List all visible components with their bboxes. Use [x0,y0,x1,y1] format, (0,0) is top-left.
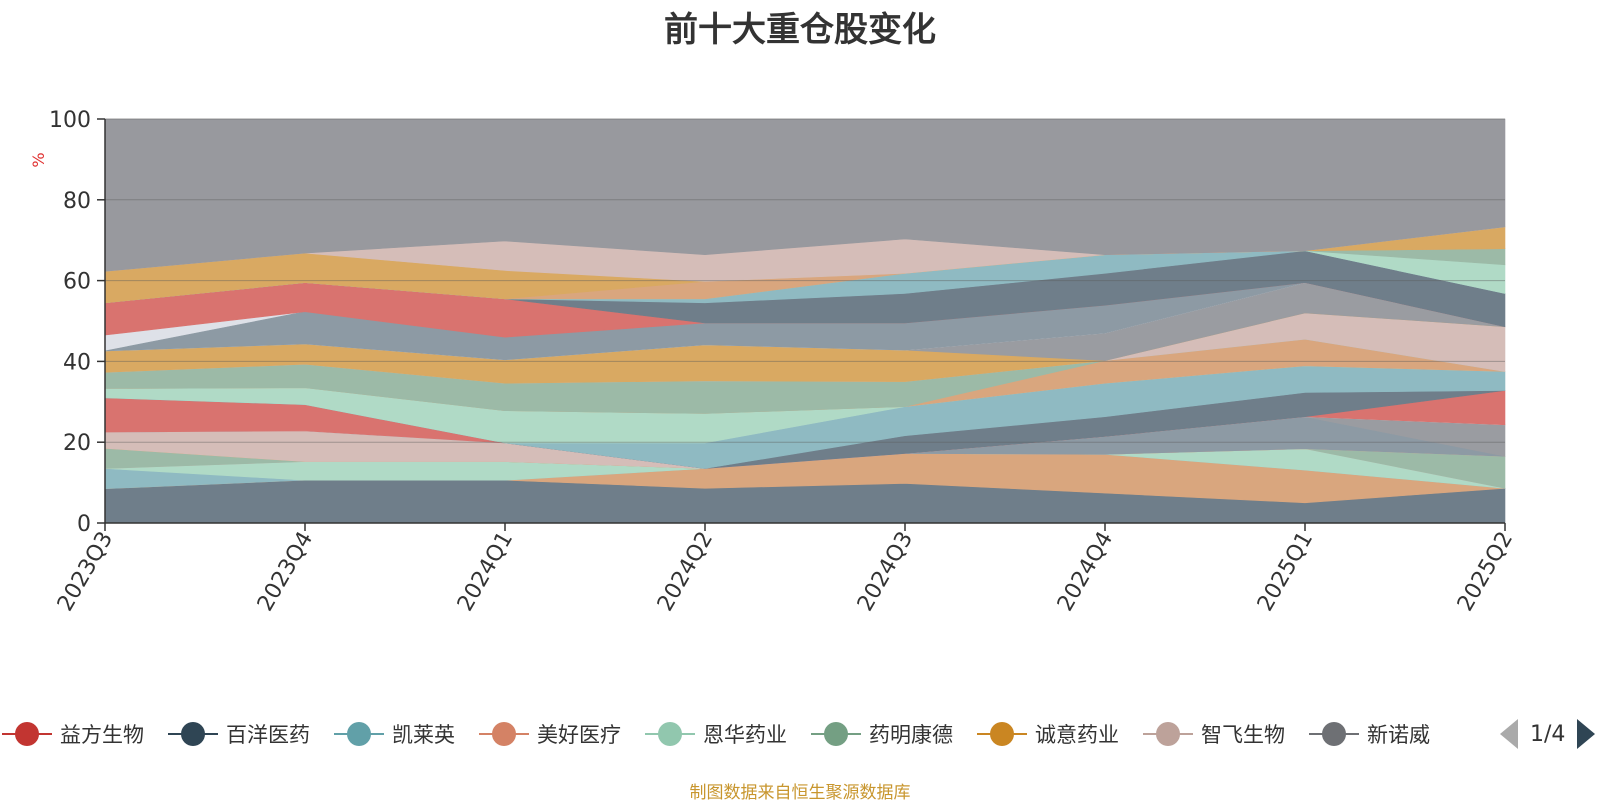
y-tick-label: 40 [63,350,91,375]
legend-prev-arrow-icon[interactable] [1500,719,1518,749]
legend-marker-icon [168,721,218,747]
x-tick-label: 2024Q3 [853,528,918,616]
legend-item[interactable]: 智飞生物 [1143,719,1285,749]
area-band-30 [104,118,1506,272]
x-tick-label: 2025Q2 [1453,528,1518,616]
y-tick-label: 20 [63,431,91,456]
legend-marker-icon [1143,721,1193,747]
stacked-area-chart: 0 20 40 60 80 100 2023Q3 2023Q4 2024Q1 2024Q2 2024… [29,108,1518,616]
legend-page-indicator: 1/4 [1530,721,1566,747]
legend-marker-icon [645,721,695,747]
x-tick-label: 2024Q2 [653,528,718,616]
y-tick-label: 0 [77,512,91,537]
legend-marker-icon [811,721,861,747]
legend-item[interactable]: 凯莱英 [334,719,455,749]
legend-label: 美好医疗 [537,723,621,747]
gridlines [105,118,1505,443]
y-tick-label: 100 [49,108,91,133]
area-bands [104,118,1506,524]
legend-next-arrow-icon[interactable] [1577,719,1596,749]
x-tick-label: 2023Q3 [53,528,118,616]
legend-label: 恩华药业 [703,723,787,747]
legend-label: 凯莱英 [392,723,455,747]
legend-label: 新诺威 [1367,723,1430,747]
legend-label: 百洋医药 [226,723,310,747]
legend-marker-icon [479,721,529,747]
chart-title: 前十大重仓股变化 [664,10,936,50]
legend-label: 诚意药业 [1035,723,1119,747]
legend-label: 智飞生物 [1201,723,1285,747]
x-tick-label: 2024Q4 [1053,528,1118,616]
source-note: 制图数据来自恒生聚源数据库 [689,783,911,803]
legend-item[interactable]: 药明康德 [811,719,953,749]
legend-label: 益方生物 [60,723,144,747]
legend-marker-icon [977,721,1027,747]
legend-item[interactable]: 诚意药业 [977,719,1119,749]
legend-item[interactable]: 百洋医药 [168,719,310,749]
legend-label: 药明康德 [869,723,953,747]
x-tick-label: 2023Q4 [253,528,318,616]
legend-marker-icon [1309,721,1359,747]
y-tick-label: 60 [63,270,91,295]
legend-marker-icon [334,721,384,747]
legend-item[interactable]: 益方生物 [2,719,144,749]
legend-pager: 1/4 [1500,718,1596,750]
legend-item[interactable]: 美好医疗 [479,719,621,749]
x-tick-label: 2025Q1 [1253,528,1318,616]
legend-item[interactable]: 恩华药业 [645,719,787,749]
y-axis-label: % [29,152,48,167]
legend-item[interactable]: 新诺威 [1309,719,1430,749]
legend: 益方生物 百洋医药 凯莱英 美好医疗 恩华药业 药明康德 诚意药业 智飞生物 新诺威 [0,714,1480,754]
y-tick-label: 80 [63,189,91,214]
x-tick-label: 2024Q1 [453,528,518,616]
legend-marker-icon [2,721,52,747]
